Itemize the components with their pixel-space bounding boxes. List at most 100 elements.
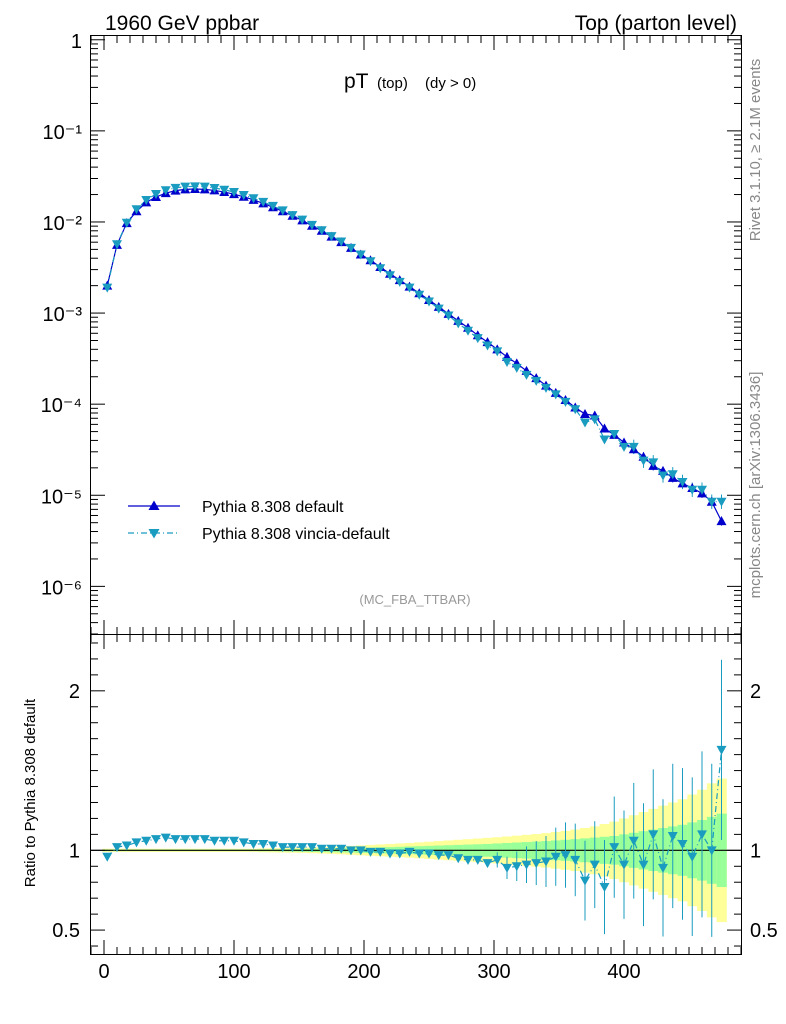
data-point-vincia <box>521 370 532 380</box>
plot-title-sub1: (top) <box>377 75 408 92</box>
ratio-point-vincia <box>160 833 171 843</box>
data-point-vincia <box>677 477 688 487</box>
axes-layer: 1 10⁻¹ 10⁻² 10⁻³ 10⁻⁴ 10⁻⁵ 10⁻⁶ 0 100 200 300 400 0.… <box>41 31 778 983</box>
data-point-vincia <box>619 442 629 452</box>
ratio-point-vincia <box>599 883 610 893</box>
ratio-point-vincia <box>511 862 522 872</box>
ratio-point-vincia <box>336 844 347 854</box>
data-point-vincia <box>492 347 503 357</box>
ratio-point-vincia <box>716 745 727 755</box>
ratio-point-vincia <box>443 851 454 861</box>
x-tick-label: 200 <box>347 961 380 983</box>
data-point-vincia <box>502 358 512 368</box>
data-point-vincia <box>365 257 376 267</box>
ratio-point-vincia <box>121 841 132 851</box>
x-tick-label: 100 <box>217 961 250 983</box>
ratio-point-vincia <box>238 838 249 848</box>
ratio-point-vincia <box>248 839 259 849</box>
data-point-vincia <box>541 383 551 393</box>
ratio-point-vincia <box>258 839 269 849</box>
ratio-point-vincia <box>472 855 483 865</box>
data-point-vincia <box>160 186 171 196</box>
header-right-label: Top (parton level) <box>575 12 737 35</box>
ratio-point-vincia <box>277 843 288 853</box>
series-line-vincia <box>106 185 722 503</box>
data-point-vincia <box>599 435 610 445</box>
data-point-vincia <box>326 232 337 242</box>
ratio-point-vincia <box>677 839 688 849</box>
ratio-point-vincia <box>560 851 571 861</box>
ratio-point-vincia <box>492 855 503 865</box>
data-point-vincia <box>414 290 425 300</box>
data-point-vincia <box>482 341 493 351</box>
data-point-vincia <box>258 197 269 207</box>
ratio-point-vincia <box>414 849 425 859</box>
ratio-point-vincia <box>346 846 356 856</box>
data-point-vincia <box>102 283 113 293</box>
x-tick-label: 300 <box>477 961 510 983</box>
ratio-point-vincia <box>209 836 220 846</box>
ratio-point-vincia <box>219 836 230 846</box>
ratio-point-vincia <box>658 863 668 873</box>
ratio-point-vincia <box>131 838 142 848</box>
data-point-vincia <box>112 240 122 250</box>
ratio-y-tick-label-right: 0.5 <box>750 920 778 942</box>
data-point-vincia <box>609 430 620 440</box>
data-point-vincia <box>638 456 649 466</box>
ratio-y-tick-label-right: 1 <box>750 840 761 862</box>
ratio-line-vincia <box>106 749 723 889</box>
x-tick-label: 400 <box>607 961 640 983</box>
data-point-vincia <box>385 271 395 281</box>
data-point-vincia <box>219 185 230 195</box>
ratio-point-vincia <box>102 852 113 862</box>
ratio-y-tick-label-left: 0.5 <box>52 920 80 942</box>
plot-title: pT (top) (dy > 0) <box>344 70 476 93</box>
data-point-vincia <box>336 237 347 247</box>
main-plot-frame <box>90 35 742 635</box>
header-left-label: 1960 GeV ppbar <box>105 12 259 35</box>
ratio-point-vincia <box>609 843 620 853</box>
analysis-label: (MC_FBA_TTBAR) <box>359 592 470 607</box>
series-layer <box>91 182 741 937</box>
data-point-vincia <box>316 226 327 236</box>
data-point-vincia <box>628 442 639 452</box>
data-point-vincia <box>443 311 454 321</box>
data-point-vincia <box>511 363 522 373</box>
data-point-pythia-default <box>580 408 590 418</box>
data-point-vincia <box>667 470 678 480</box>
main-y-tick-label: 1 <box>71 31 82 53</box>
data-point-vincia <box>453 319 464 329</box>
ratio-point-vincia <box>268 841 278 851</box>
mcplots-side-label: mcplots.cern.ch [arXiv:1306.3436] <box>747 372 764 599</box>
ratio-point-vincia <box>502 863 512 873</box>
ratio-point-vincia <box>570 855 581 865</box>
ratio-point-vincia <box>628 836 639 846</box>
ratio-point-vincia <box>424 849 434 859</box>
legend-entry-default: Pythia 8.308 default <box>202 499 344 516</box>
ratio-point-vincia <box>463 855 473 865</box>
data-point-vincia <box>121 218 132 228</box>
data-point-vincia <box>238 190 249 200</box>
data-point-vincia <box>687 485 698 495</box>
x-tick-label: 0 <box>98 961 109 983</box>
main-y-tick-label: 10⁻⁵ <box>41 486 82 508</box>
data-point-vincia <box>375 264 386 274</box>
ratio-y-tick-label-left: 2 <box>69 681 80 703</box>
ratio-point-vincia <box>287 843 298 853</box>
main-y-tick-label: 10⁻³ <box>43 304 83 326</box>
main-y-tick-label: 10⁻² <box>43 213 83 235</box>
data-point-vincia <box>531 376 542 386</box>
ratio-point-vincia <box>170 835 181 845</box>
ratio-point-vincia <box>151 835 161 845</box>
data-point-vincia <box>277 206 288 216</box>
ratio-point-vincia <box>385 849 395 859</box>
ratio-point-vincia <box>638 860 649 870</box>
ratio-point-vincia <box>365 847 376 857</box>
ratio-point-vincia <box>482 859 493 869</box>
ratio-point-vincia <box>190 835 200 845</box>
data-point-vincia <box>404 283 415 293</box>
ratio-point-vincia <box>453 854 464 864</box>
data-point-vincia <box>472 334 483 344</box>
ratio-point-vincia <box>706 846 717 856</box>
